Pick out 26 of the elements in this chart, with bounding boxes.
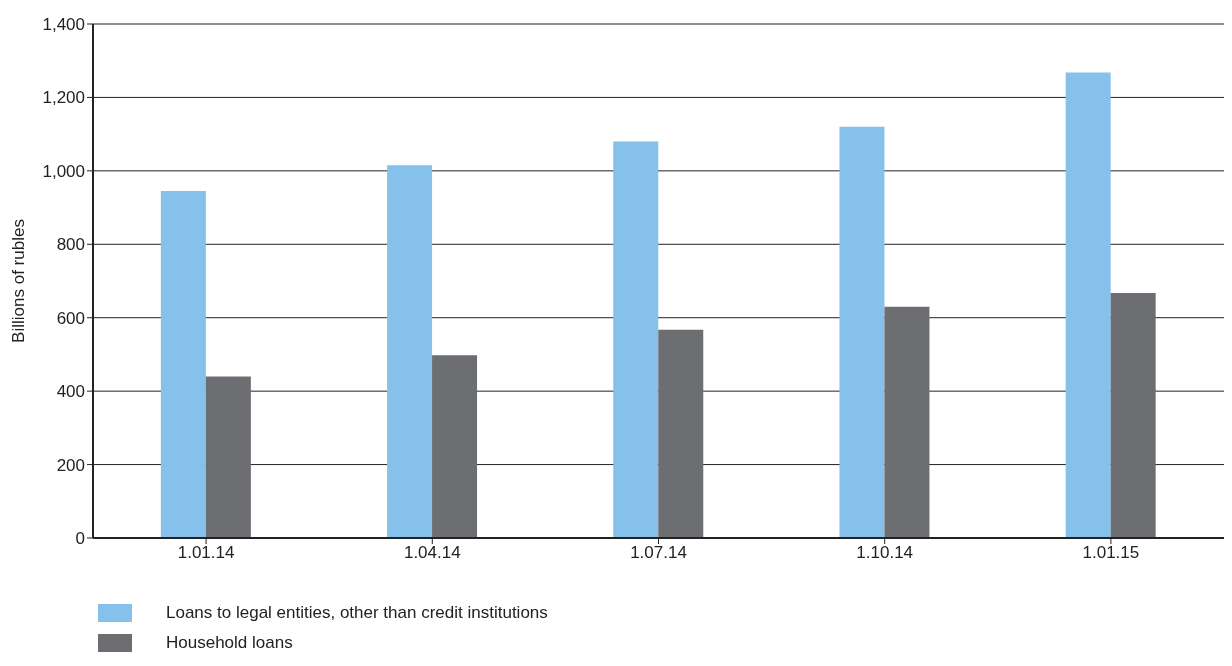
x-tick-label: 1.10.14 xyxy=(856,543,914,563)
y-tick-label: 200 xyxy=(56,455,85,475)
bar xyxy=(884,306,930,538)
bar xyxy=(613,141,659,538)
x-tick-label: 1.01.14 xyxy=(177,543,235,563)
bar xyxy=(205,376,251,538)
y-tick-label: 800 xyxy=(56,235,85,255)
legend-label: Household loans xyxy=(166,633,293,653)
y-tick-label: 400 xyxy=(56,382,85,402)
bar xyxy=(839,126,885,538)
bar xyxy=(1110,293,1156,538)
y-tick-label: 1,000 xyxy=(42,161,85,181)
bar xyxy=(432,355,478,538)
y-tick-label: 1,200 xyxy=(42,88,85,108)
x-tick-label: 1.07.14 xyxy=(630,543,687,563)
bar xyxy=(387,165,433,538)
bar xyxy=(658,329,704,538)
x-tick-label: 1.01.15 xyxy=(1082,543,1140,563)
bar xyxy=(1065,72,1111,538)
y-tick-label: 0 xyxy=(75,529,85,549)
y-tick-label: 1,400 xyxy=(42,15,85,35)
legend-label: Loans to legal entities, other than credit institutions xyxy=(166,603,548,623)
bar xyxy=(160,191,206,538)
y-tick-label: 600 xyxy=(56,308,85,328)
x-tick-label: 1.04.14 xyxy=(403,543,461,563)
y-axis-title: Billions of rubles xyxy=(9,219,29,343)
